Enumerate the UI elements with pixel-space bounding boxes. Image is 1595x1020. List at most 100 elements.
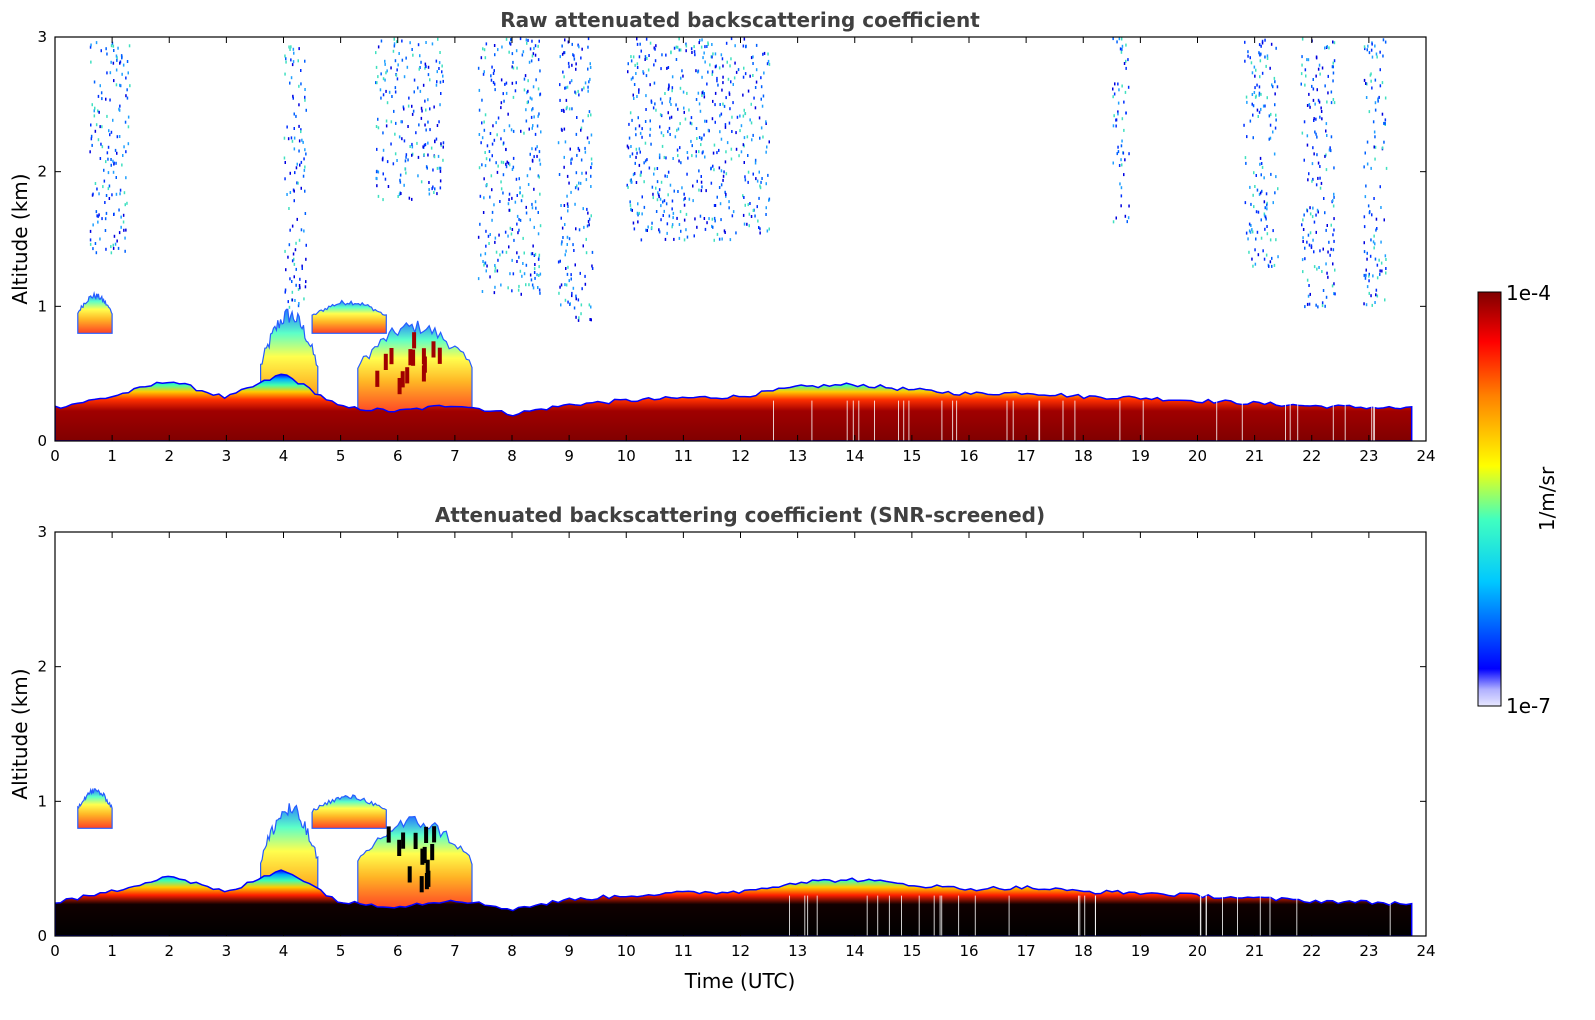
noise-speck (290, 58, 292, 62)
noise-speck (507, 286, 509, 290)
noise-speck (425, 108, 427, 112)
noise-speck (298, 238, 301, 242)
noise-speck (532, 124, 534, 128)
noise-speck (742, 93, 744, 97)
noise-speck (560, 283, 563, 287)
noise-speck (98, 192, 100, 196)
noise-speck (1332, 204, 1335, 208)
noise-speck (418, 123, 420, 127)
noise-speck (480, 253, 482, 257)
noise-speck (121, 163, 123, 167)
noise-speck (590, 305, 592, 309)
noise-speck (432, 185, 434, 189)
noise-speck (417, 155, 420, 159)
noise-speck (1332, 98, 1335, 101)
noise-speck (629, 200, 631, 204)
noise-speck (302, 140, 304, 144)
noise-speck (494, 53, 496, 57)
noise-speck (702, 90, 704, 94)
noise-speck (491, 154, 493, 158)
noise-speck (1263, 212, 1266, 216)
noise-speck (576, 153, 578, 157)
noise-speck (643, 180, 645, 184)
noise-speck (1370, 238, 1372, 242)
noise-speck (568, 181, 570, 185)
noise-speck (636, 151, 638, 155)
noise-speck (577, 318, 580, 322)
noise-speck (403, 139, 406, 143)
noise-speck (1365, 268, 1367, 272)
noise-speck (483, 196, 485, 200)
noise-speck (1255, 174, 1257, 177)
noise-speck (103, 168, 105, 172)
noise-speck (439, 179, 442, 183)
noise-speck (285, 60, 287, 64)
noise-speck (522, 262, 524, 265)
noise-speck (289, 191, 292, 194)
noise-speck (1374, 101, 1377, 105)
noise-speck (1327, 275, 1329, 279)
noise-speck (493, 203, 495, 207)
noise-speck (429, 78, 431, 82)
noise-speck (497, 164, 499, 168)
noise-speck (584, 282, 587, 286)
noise-speck (441, 70, 443, 74)
noise-speck (767, 59, 770, 63)
noise-speck (721, 237, 723, 241)
noise-speck (1315, 132, 1317, 136)
x-tick-label: 9 (564, 942, 574, 960)
noise-speck (1248, 229, 1251, 233)
noise-speck (429, 128, 431, 132)
noise-speck (531, 202, 533, 206)
noise-speck (685, 44, 688, 48)
noise-speck (284, 290, 286, 294)
noise-speck (680, 76, 682, 80)
noise-speck (290, 45, 292, 49)
noise-speck (660, 204, 662, 208)
noise-speck (428, 192, 431, 196)
noise-speck (565, 98, 568, 102)
noise-speck (638, 124, 641, 128)
noise-speck (424, 99, 426, 103)
noise-speck (300, 128, 302, 132)
noise-speck (744, 72, 747, 76)
noise-speck (626, 144, 629, 148)
noise-speck (691, 154, 693, 158)
noise-speck (1256, 188, 1259, 192)
noise-speck (719, 114, 721, 118)
noise-speck (574, 202, 576, 206)
noise-speck (287, 300, 289, 304)
noise-speck (493, 82, 496, 86)
noise-speck (698, 102, 701, 106)
noise-speck (581, 47, 583, 51)
noise-speck (701, 38, 703, 42)
noise-speck (99, 237, 101, 241)
noise-speck (305, 152, 307, 156)
noise-speck (490, 174, 493, 178)
noise-speck (385, 119, 388, 123)
noise-speck (293, 275, 295, 279)
noise-speck (694, 53, 696, 57)
noise-speck (576, 184, 578, 188)
noise-speck (654, 47, 656, 51)
noise-speck (656, 180, 659, 184)
noise-speck (94, 182, 97, 185)
noise-speck (714, 219, 716, 223)
noise-speck (1269, 260, 1272, 264)
noise-speck (1125, 43, 1127, 47)
noise-speck (713, 204, 716, 207)
noise-speck (90, 60, 92, 64)
noise-speck (560, 204, 562, 207)
noise-speck (413, 90, 415, 94)
noise-speck (730, 37, 733, 41)
noise-speck (394, 152, 397, 156)
noise-speck (692, 184, 694, 188)
noise-speck (713, 168, 715, 172)
noise-speck (729, 107, 731, 111)
noise-speck (486, 183, 488, 187)
noise-speck (93, 80, 96, 84)
noise-speck (563, 155, 565, 159)
x-tick-label: 0 (50, 942, 60, 960)
